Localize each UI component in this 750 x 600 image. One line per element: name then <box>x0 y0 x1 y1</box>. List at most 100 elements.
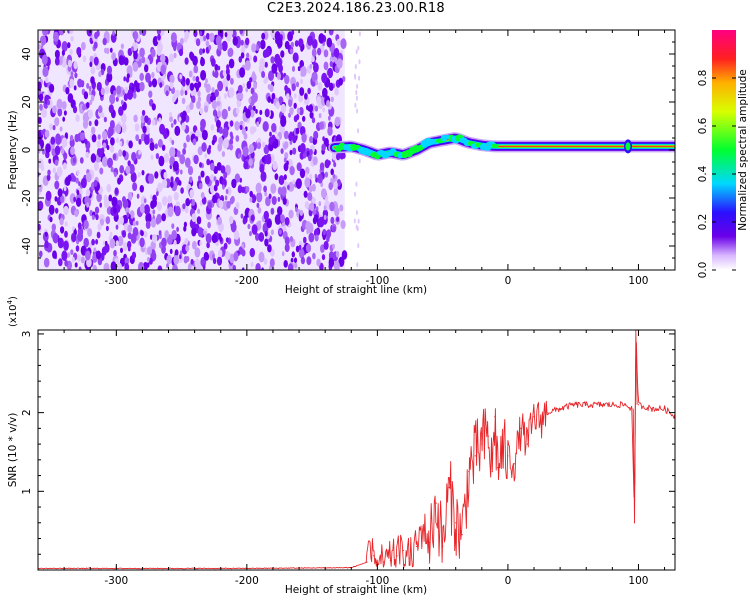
noise-speckle <box>55 207 59 214</box>
noise-speckle <box>259 109 263 116</box>
noise-speckle <box>271 92 276 100</box>
noise-speckle <box>328 115 331 121</box>
noise-speckle <box>85 151 90 159</box>
noise-speckle <box>280 103 287 114</box>
noise-speckle <box>49 123 54 131</box>
noise-speckle <box>115 123 121 134</box>
noise-speckle <box>158 155 165 167</box>
noise-speckle <box>217 110 222 118</box>
noise-speckle <box>223 171 228 179</box>
noise-speckle <box>55 134 62 145</box>
noise-speckle <box>74 262 78 268</box>
noise-speckle <box>80 177 87 189</box>
noise-speckle <box>215 179 220 187</box>
noise-speckle <box>292 179 296 185</box>
noise-speckle <box>190 258 194 265</box>
noise-speckle <box>221 108 228 120</box>
noise-speckle <box>184 157 191 168</box>
noise-speckle <box>328 82 334 92</box>
noise-speckle <box>116 85 122 95</box>
noise-speckle <box>192 55 198 66</box>
noise-speckle <box>99 167 104 175</box>
noise-speckle <box>174 249 179 256</box>
noise-speckle <box>94 206 100 214</box>
noise-speckle <box>213 176 217 182</box>
noise-speckle <box>249 125 255 135</box>
noise-speckle <box>67 59 73 68</box>
noise-speckle <box>183 142 187 149</box>
noise-speckle <box>356 108 359 114</box>
noise-speckle <box>319 162 325 171</box>
noise-speckle <box>290 41 294 48</box>
snr-point <box>533 416 535 418</box>
noise-speckle <box>234 173 241 183</box>
noise-speckle <box>278 64 283 73</box>
noise-speckle <box>264 47 271 58</box>
noise-speckle <box>333 47 340 58</box>
noise-speckle <box>316 96 322 105</box>
noise-speckle <box>210 162 215 171</box>
noise-speckle <box>85 172 92 183</box>
noise-speckle <box>213 166 218 174</box>
noise-speckle <box>314 105 319 112</box>
noise-speckle <box>205 40 210 47</box>
noise-speckle <box>316 258 321 267</box>
noise-speckle <box>279 229 282 235</box>
noise-speckle <box>169 146 176 158</box>
noise-speckle <box>336 38 341 46</box>
noise-speckle <box>255 109 258 114</box>
snr-point <box>389 560 391 562</box>
noise-speckle <box>241 267 245 270</box>
noise-speckle <box>124 86 129 94</box>
noise-speckle <box>290 257 294 263</box>
snr-point <box>585 404 587 406</box>
noise-speckle <box>259 163 265 173</box>
noise-speckle <box>330 168 335 176</box>
noise-speckle <box>225 68 230 76</box>
noise-speckle <box>292 135 297 144</box>
noise-speckle <box>296 107 301 114</box>
noise-speckle <box>135 134 140 142</box>
noise-speckle <box>170 123 174 128</box>
noise-speckle <box>61 101 67 110</box>
noise-speckle <box>180 89 184 96</box>
noise-speckle <box>326 236 330 243</box>
noise-speckle <box>173 255 179 265</box>
noise-speckle <box>95 239 99 245</box>
noise-speckle <box>115 240 119 247</box>
noise-speckle <box>137 172 141 178</box>
noise-speckle <box>144 115 149 123</box>
noise-speckle <box>63 110 67 116</box>
noise-speckle <box>126 212 130 218</box>
spectrogram-signal <box>328 132 675 161</box>
noise-speckle <box>42 30 48 36</box>
noise-speckle <box>75 245 80 252</box>
noise-speckle <box>163 153 170 163</box>
spec-ytick-label: 0 <box>21 147 33 154</box>
noise-speckle <box>229 143 234 151</box>
noise-speckle <box>118 55 125 66</box>
noise-speckle <box>56 98 63 110</box>
noise-speckle <box>169 137 173 143</box>
noise-speckle <box>63 186 67 192</box>
noise-speckle <box>356 84 359 89</box>
noise-speckle <box>70 146 75 156</box>
noise-speckle <box>241 243 245 249</box>
noise-speckle <box>199 30 203 36</box>
noise-speckle <box>157 34 161 41</box>
snr-frame <box>37 329 676 571</box>
noise-speckle <box>144 134 150 145</box>
noise-speckle <box>297 121 302 130</box>
noise-speckle <box>198 182 203 190</box>
noise-speckle <box>295 178 302 190</box>
noise-speckle <box>200 192 205 199</box>
noise-speckle <box>322 228 327 236</box>
noise-speckle <box>263 210 269 221</box>
noise-speckle <box>293 257 298 264</box>
noise-speckle <box>250 214 255 222</box>
noise-speckle <box>134 123 140 132</box>
noise-speckle <box>322 233 327 240</box>
noise-speckle <box>332 243 335 249</box>
noise-speckle <box>356 262 359 268</box>
noise-speckle <box>317 47 322 56</box>
